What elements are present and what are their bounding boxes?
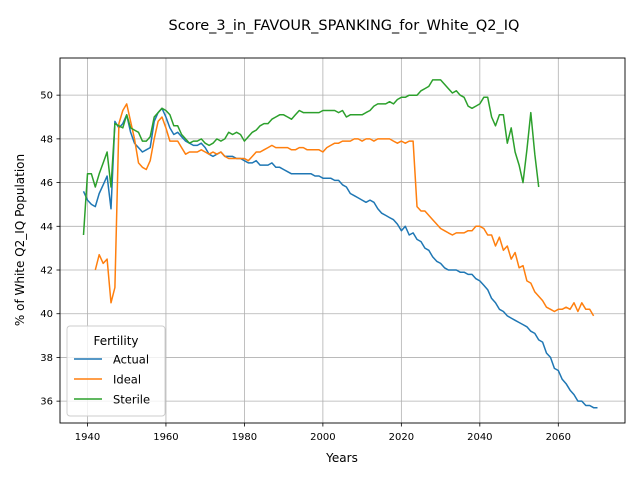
y-tick-label: 48 (40, 134, 53, 145)
y-tick-label: 42 (40, 266, 53, 277)
series-line-sterile (82, 79, 540, 236)
x-tick-label: 2060 (546, 432, 571, 443)
y-tick-label: 50 (40, 91, 53, 102)
x-axis-ticks: 1940 1960 1980 2000 2020 2040 2060 (75, 423, 571, 443)
y-tick-label: 40 (40, 309, 53, 320)
y-tick-label: 44 (40, 222, 53, 233)
y-tick-label: 38 (40, 353, 53, 364)
series-line-ideal (94, 103, 595, 317)
legend-box (66, 325, 166, 417)
x-tick-label: 2020 (389, 432, 414, 443)
x-tick-label: 1980 (232, 432, 257, 443)
x-tick-label: 1960 (153, 432, 178, 443)
plot-frame (59, 57, 626, 424)
legend-label-sterile: Sterile (113, 393, 150, 407)
x-axis-label: Years (325, 451, 358, 465)
legend: Fertility Actual Ideal Sterile (66, 325, 166, 417)
x-tick-label: 1940 (75, 432, 100, 443)
x-tick-label: 2000 (310, 432, 335, 443)
series-line-actual (82, 107, 598, 409)
legend-title: Fertility (93, 334, 138, 348)
legend-label-actual: Actual (113, 353, 149, 367)
y-tick-label: 36 (40, 397, 53, 408)
series-lines (82, 79, 598, 409)
x-tick-label: 2040 (467, 432, 492, 443)
legend-label-ideal: Ideal (113, 373, 141, 387)
chart-title: Score_3_in_FAVOUR_SPANKING_for_White_Q2_… (169, 18, 520, 34)
y-axis-ticks: 36 38 40 42 44 46 48 50 (40, 91, 60, 408)
y-axis-label: % of White Q2_IQ Population (13, 154, 27, 326)
y-tick-label: 46 (40, 178, 53, 189)
